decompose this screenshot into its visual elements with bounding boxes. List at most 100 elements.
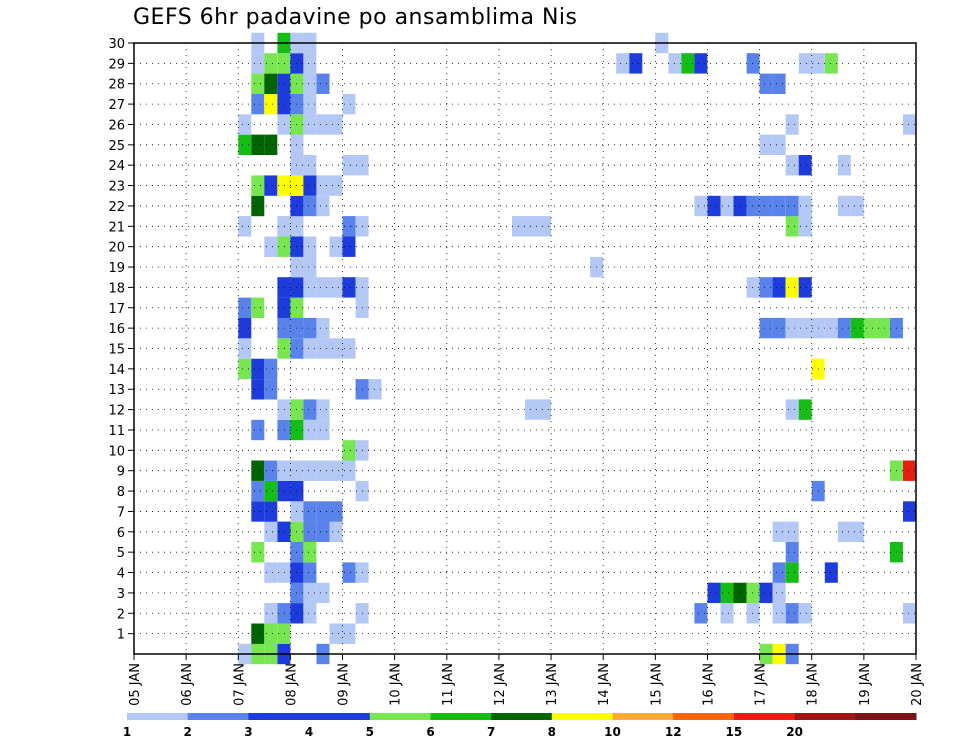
legend-swatch [612, 713, 674, 720]
heatmap-cell [329, 460, 343, 481]
y-tick-label: 1 [117, 628, 125, 643]
y-tick-label: 2 [117, 607, 125, 622]
legend-label: 3 [244, 725, 252, 739]
heatmap-cell [251, 195, 265, 217]
heatmap-cell [303, 114, 317, 135]
y-tick-label: 13 [108, 383, 125, 398]
heatmap-cell [264, 623, 278, 644]
y-tick-label: 9 [117, 465, 125, 480]
heatmap-cell [303, 603, 317, 624]
heatmap-cell [616, 53, 630, 74]
legend-label: 4 [305, 725, 313, 739]
legend-label: 6 [426, 725, 434, 739]
x-axis: 05 JAN 06 JAN 07 JAN 08 JAN 09 JAN 10 JAN 11 J… [128, 654, 925, 706]
heatmap-cell [798, 53, 812, 74]
heatmap-cell [264, 175, 278, 196]
heatmap-cell [342, 440, 356, 461]
legend-swatch [733, 713, 796, 720]
x-tick-label: 10 JAN [389, 663, 404, 706]
heatmap-cell [303, 582, 317, 604]
heatmap-cell [772, 73, 786, 94]
heatmap-cell [525, 216, 538, 237]
heatmap-cell [251, 175, 265, 196]
legend-swatch [551, 713, 613, 720]
heatmap-cell [303, 542, 317, 563]
heatmap-cell [238, 134, 252, 155]
heatmap-cell [342, 623, 356, 644]
heatmap-cell [329, 277, 343, 298]
heatmap-cell [759, 134, 773, 155]
heatmap-cell [303, 53, 317, 74]
heatmap-cell [785, 155, 799, 176]
heatmap-cell [251, 460, 265, 481]
y-tick-label: 12 [108, 404, 125, 419]
legend-swatch [309, 713, 371, 720]
legend-label: 20 [786, 725, 803, 739]
heatmap-cell [759, 317, 773, 339]
heatmap-cell [264, 358, 278, 380]
y-tick-label: 23 [108, 180, 125, 195]
y-tick-label: 27 [108, 98, 125, 113]
heatmap-cell [277, 93, 291, 115]
heatmap-cell [538, 216, 551, 237]
heatmap-cell [746, 582, 760, 604]
heatmap-cell [694, 603, 708, 624]
heatmap-cell [837, 317, 851, 339]
heatmap-cell [342, 93, 356, 115]
heatmap-cell [329, 175, 343, 196]
heatmap-cell [772, 562, 786, 583]
heatmap-cell [850, 317, 864, 339]
heatmap-cell [264, 460, 278, 481]
heatmap-cell [277, 419, 291, 441]
heatmap-cell [824, 562, 838, 583]
heatmap-cell [251, 542, 265, 563]
heatmap-cell [316, 460, 330, 481]
heatmap-cell [238, 338, 252, 359]
heatmap-cell [772, 603, 786, 624]
y-axis: 1234567891011121314151617181920212223242… [108, 37, 134, 643]
heatmap-cell [238, 358, 252, 380]
heatmap-cell [277, 562, 291, 583]
heatmap-cell [681, 53, 695, 74]
heatmap-cell [772, 134, 786, 155]
heatmap-cell [746, 277, 760, 298]
heatmap-cell [720, 582, 734, 604]
x-tick-label: 06 JAN [180, 663, 195, 706]
heatmap-cell [798, 399, 812, 420]
heatmap-cell [264, 603, 278, 624]
legend-label: 7 [487, 725, 495, 739]
heatmap-cell [342, 236, 356, 257]
heatmap-cell [316, 501, 330, 522]
y-tick-label: 6 [117, 526, 125, 541]
heatmap-cell [525, 399, 538, 420]
legend-label: 10 [604, 725, 621, 739]
heatmap-cell [329, 501, 343, 522]
y-tick-label: 21 [108, 220, 125, 235]
x-tick-label: 05 JAN [128, 663, 143, 706]
color-legend: 1 2 3 4 5 6 7 8 10 12 15 20 [123, 713, 917, 739]
heatmap-cell [303, 317, 317, 339]
heatmap-cell [772, 521, 786, 542]
heatmap-cell [316, 277, 330, 298]
y-tick-label: 18 [108, 281, 125, 296]
x-tick-label: 14 JAN [597, 663, 612, 706]
heatmap-cell [251, 93, 265, 115]
y-tick-label: 20 [108, 241, 125, 256]
legend-swatch [794, 713, 856, 720]
y-tick-label: 8 [117, 485, 125, 500]
heatmap-cell [798, 195, 812, 217]
heatmap-cell [824, 317, 838, 339]
heatmap-cell [329, 114, 343, 135]
heatmap-cell [238, 216, 252, 237]
heatmap-cell [707, 195, 721, 217]
heatmap-cell [264, 562, 278, 583]
heatmap-cell [342, 460, 356, 481]
heatmap-cell [277, 73, 291, 94]
legend-swatch [248, 713, 310, 720]
heatmap-cell [837, 195, 851, 217]
heatmap-cell [303, 175, 317, 196]
legend-swatch [673, 713, 735, 720]
heatmap-cell [785, 399, 799, 420]
heatmap-cell [238, 114, 252, 135]
